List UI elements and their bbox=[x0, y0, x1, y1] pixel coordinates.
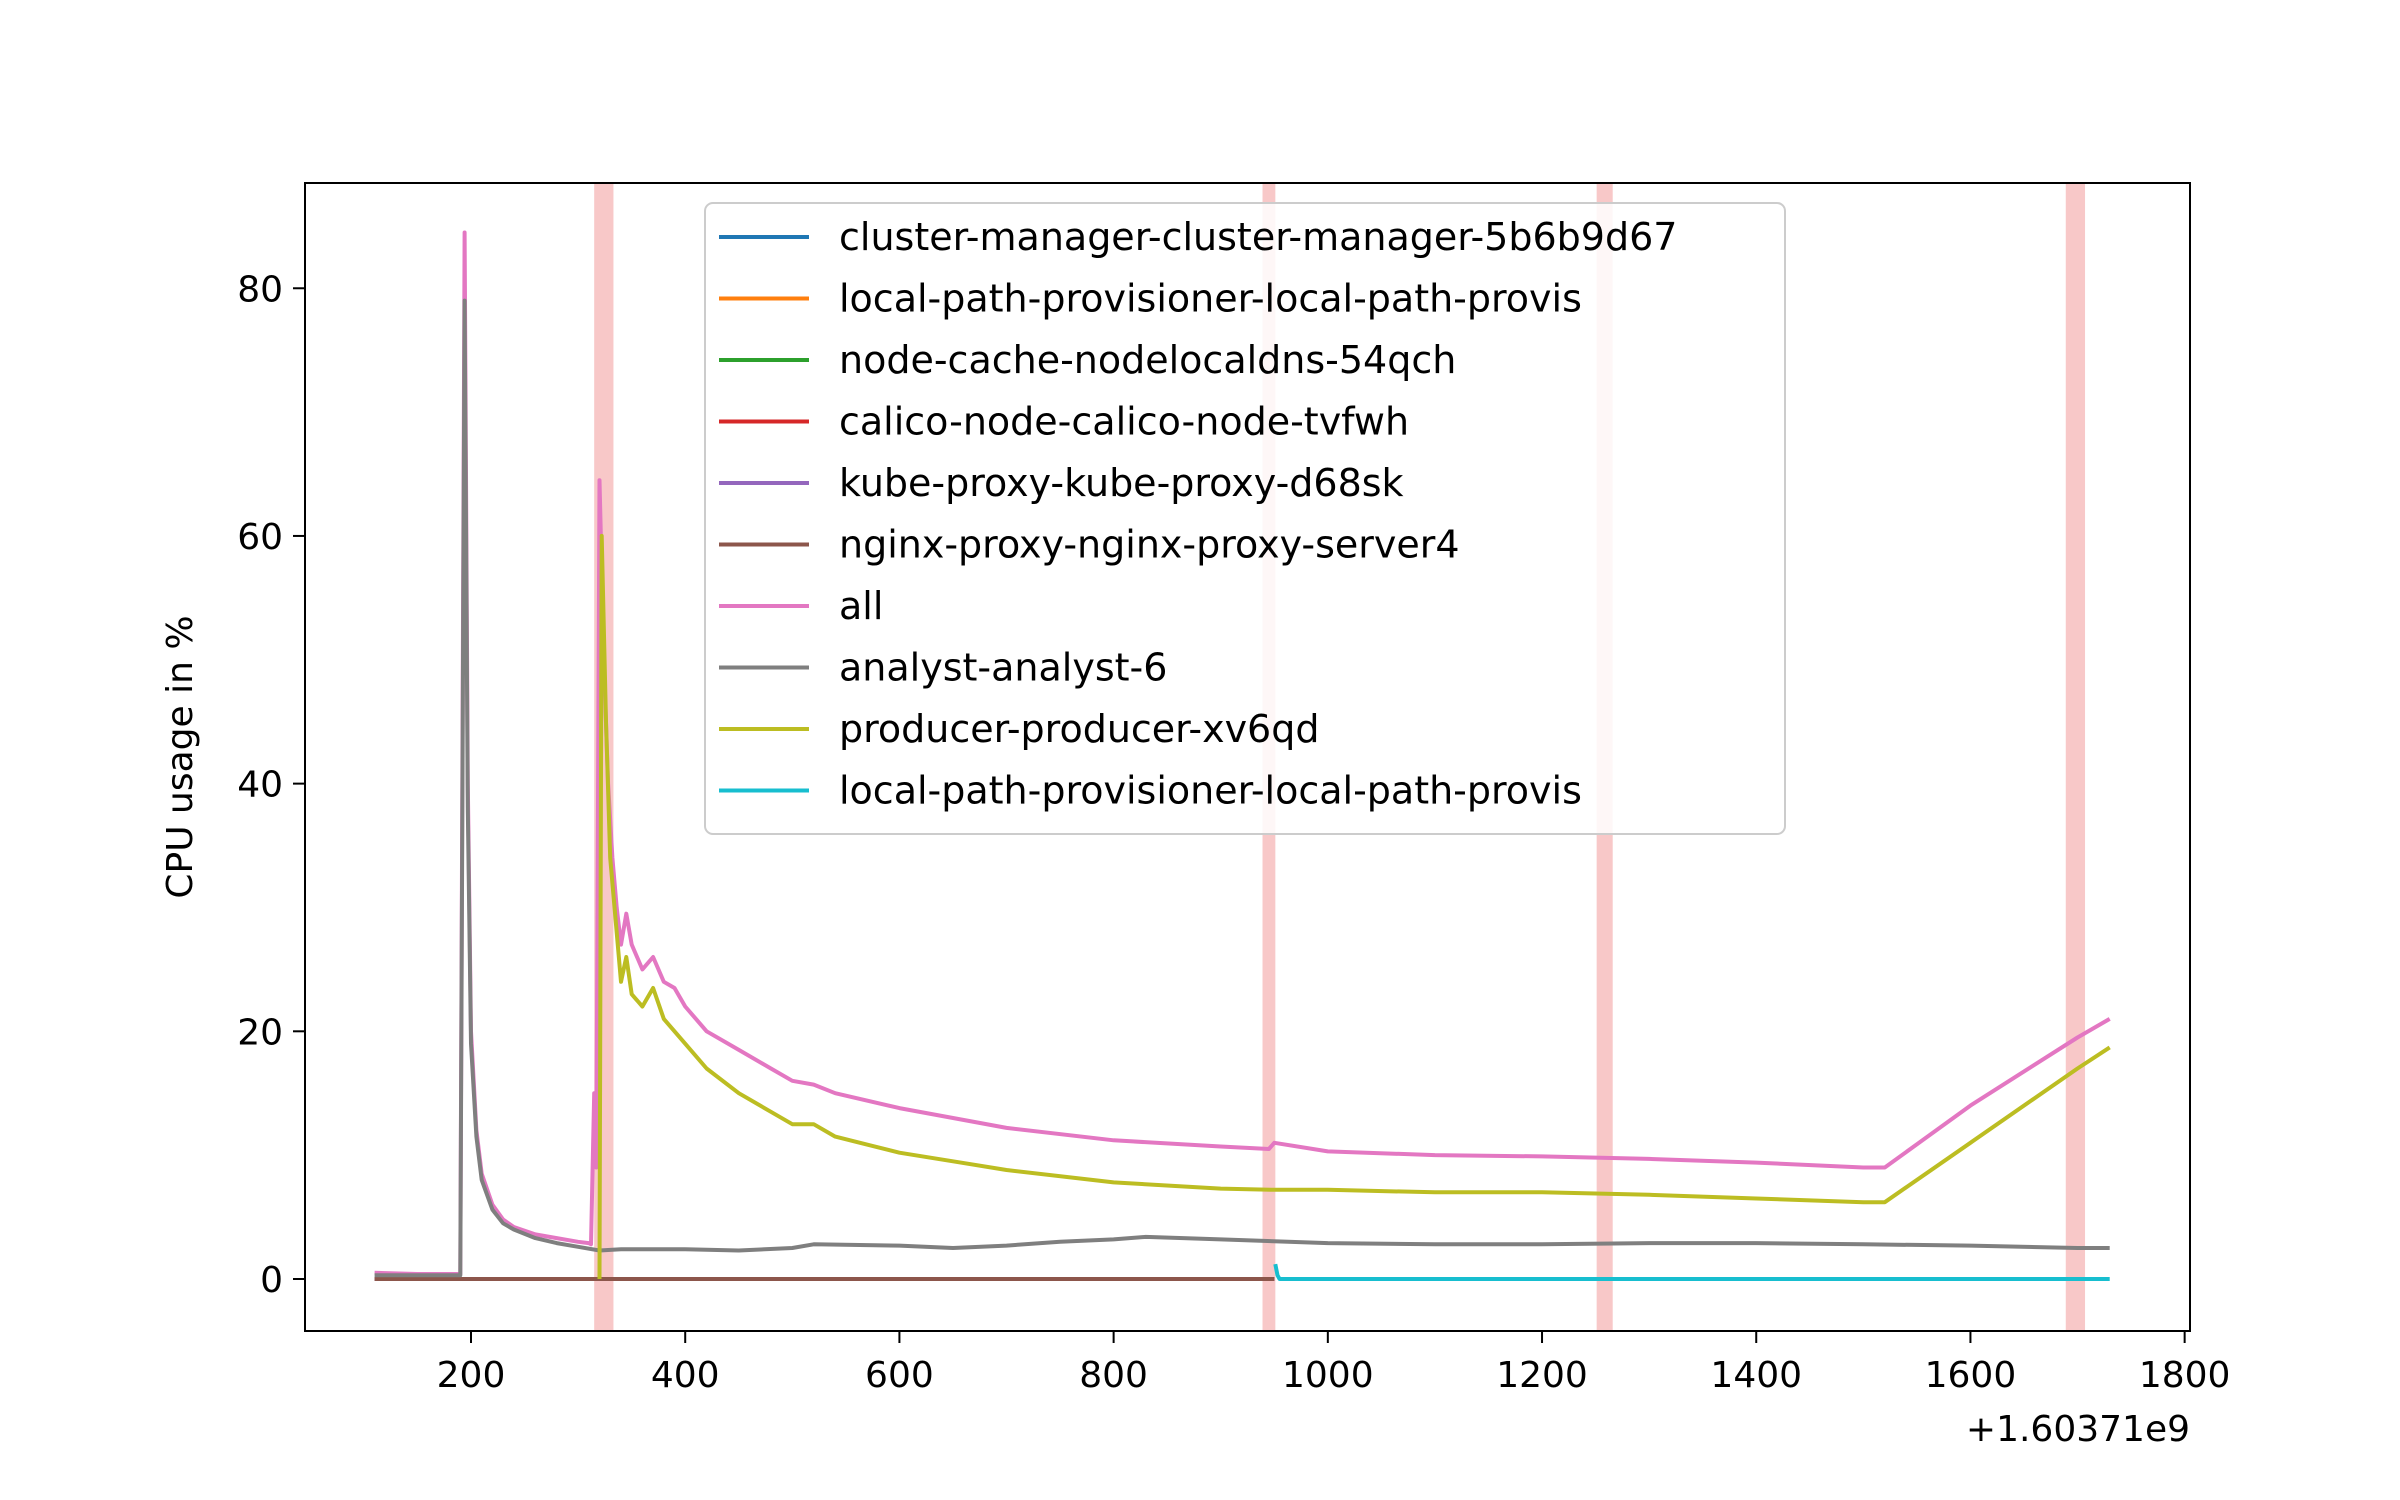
series-lines bbox=[374, 230, 2111, 1281]
series-line-10 bbox=[1273, 1263, 2110, 1281]
y-tick-label: 20 bbox=[237, 1012, 283, 1053]
x-tick-label: 400 bbox=[651, 1355, 720, 1396]
legend-box bbox=[704, 202, 1786, 835]
legend: cluster-manager-cluster-manager-5b6b9d67… bbox=[704, 202, 1786, 835]
legend-label-10: local-path-provisioner-local-path-provis bbox=[839, 769, 1582, 813]
x-tick-label: 1800 bbox=[2139, 1355, 2231, 1396]
series-line-8 bbox=[374, 298, 2110, 1278]
highlight-band-4 bbox=[2065, 183, 2086, 1331]
legend-label-8: analyst-analyst-6 bbox=[839, 646, 1167, 690]
legend-label-4: calico-node-calico-node-tvfwh bbox=[839, 400, 1409, 444]
y-tick-label: 60 bbox=[237, 517, 283, 558]
series-line-7 bbox=[374, 230, 2111, 1276]
plot-frame bbox=[304, 182, 2191, 1332]
y-tick-label: 40 bbox=[237, 765, 283, 806]
x-tick-label: 1400 bbox=[1710, 1355, 1802, 1396]
legend-label-9: producer-producer-xv6qd bbox=[839, 707, 1319, 751]
x-tick-label: 800 bbox=[1079, 1355, 1148, 1396]
legend-label-3: node-cache-nodelocaldns-54qch bbox=[839, 338, 1456, 382]
legend-label-7: all bbox=[839, 584, 883, 628]
y-tick-label: 80 bbox=[237, 269, 283, 310]
x-tick-label: 1600 bbox=[1925, 1355, 2017, 1396]
legend-label-2: local-path-provisioner-local-path-provis bbox=[839, 277, 1582, 321]
series-line-9 bbox=[597, 533, 2111, 1280]
x-tick-label: 1000 bbox=[1282, 1355, 1374, 1396]
y-tick-label: 0 bbox=[260, 1260, 283, 1301]
x-tick-label: 1200 bbox=[1496, 1355, 1588, 1396]
x-offset-label: +1.60371e9 bbox=[1966, 1409, 2190, 1450]
y-axis-label: CPU usage in % bbox=[160, 615, 201, 898]
y-axis: 0 20 40 60 80 bbox=[237, 269, 305, 1301]
legend-label-5: kube-proxy-kube-proxy-d68sk bbox=[839, 461, 1404, 505]
x-tick-label: 600 bbox=[865, 1355, 934, 1396]
legend-label-1: cluster-manager-cluster-manager-5b6b9d67 bbox=[839, 215, 1677, 259]
x-tick-label: 200 bbox=[437, 1355, 506, 1396]
x-axis: 200 400 600 800 1000 1200 1400 1600 1800 bbox=[437, 1331, 2231, 1396]
legend-label-6: nginx-proxy-nginx-proxy-server4 bbox=[839, 523, 1460, 567]
